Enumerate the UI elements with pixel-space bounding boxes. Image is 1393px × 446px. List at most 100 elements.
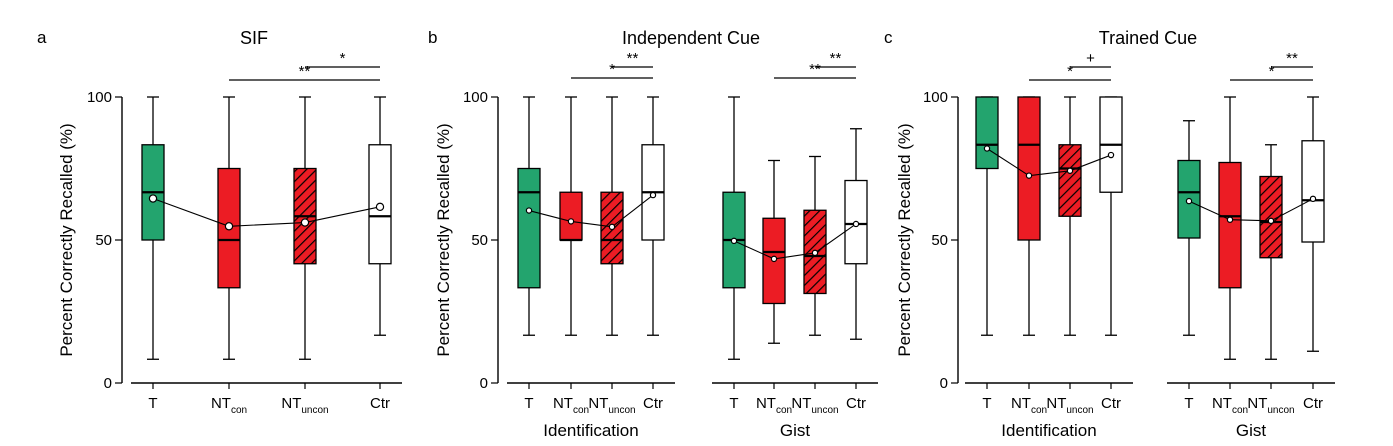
mean-marker: [1309, 195, 1317, 203]
mean-marker: [525, 207, 533, 214]
box-t: T: [141, 96, 165, 412]
box-iqr: [1259, 175, 1283, 259]
box-ntcon: NTcon: [1011, 96, 1047, 416]
panel-title: Trained Cue: [1099, 28, 1197, 48]
x-tick-label-main: NT: [281, 395, 301, 412]
mean-marker: [983, 145, 991, 152]
x-tick-label: NTcon: [553, 395, 589, 416]
x-tick-label-main: NT: [1046, 395, 1066, 412]
x-tick-label: NTcon: [211, 395, 247, 416]
box-group: T NTcon NTuncon Ctr: [131, 96, 402, 416]
y-axis-label: Percent Correctly Recalled (%): [895, 123, 914, 356]
x-tick-label: NTcon: [1212, 395, 1248, 416]
y-tick-label: 50: [471, 232, 488, 249]
significance-bracket: **: [229, 63, 380, 81]
x-tick-label-sub: con: [231, 405, 247, 416]
significance-bracket: **: [815, 50, 856, 68]
x-tick-label-sub: uncon: [608, 405, 635, 416]
x-tick-label-main: T: [729, 395, 738, 412]
x-tick-label-main: T: [148, 395, 157, 412]
significance-bracket: **: [612, 50, 653, 68]
significance-bracket: *: [1029, 63, 1111, 81]
x-tick-label-sub: uncon: [1267, 405, 1294, 416]
panel-b: b Independent Cue 0 50 100 Percent Correctly …: [428, 28, 878, 440]
significance-bracket: *: [305, 50, 380, 68]
mean-line: [733, 223, 857, 260]
x-tick-label-main: T: [982, 395, 991, 412]
box-ctr: Ctr: [1099, 96, 1123, 412]
x-tick-label-sub: uncon: [1066, 405, 1093, 416]
y-tick-label: 50: [95, 232, 112, 249]
box-ntuncon: NTuncon: [281, 96, 329, 416]
mean-marker: [1185, 197, 1193, 205]
significance-bracket: +: [1070, 50, 1111, 68]
box-ntcon: NTcon: [756, 159, 792, 416]
x-tick-label-main: NT: [553, 395, 573, 412]
box-ntuncon: NTuncon: [791, 155, 839, 416]
x-tick-label: Ctr: [846, 395, 866, 412]
box-ctr: Ctr: [844, 128, 868, 412]
significance-bracket: **: [1271, 50, 1313, 68]
x-tick-label-main: T: [1184, 395, 1193, 412]
box-ntuncon: NTuncon: [1046, 96, 1094, 416]
x-tick-label-main: NT: [791, 395, 811, 412]
mean-marker: [567, 218, 575, 225]
x-tick-label-main: Ctr: [1101, 395, 1121, 412]
x-tick-label-main: Ctr: [370, 395, 390, 412]
significance-label: *: [340, 50, 346, 67]
mean-line: [152, 198, 381, 227]
x-tick-label: T: [982, 395, 991, 412]
box-t: T: [1177, 120, 1201, 412]
box-ntcon: NTcon: [1212, 96, 1248, 416]
x-tick-label: Ctr: [643, 395, 663, 412]
x-tick-label-main: T: [524, 395, 533, 412]
x-tick-label-sub: con: [573, 405, 589, 416]
x-tick-label: NTuncon: [1247, 395, 1294, 416]
mean-marker: [770, 255, 778, 263]
box-ctr: Ctr: [641, 96, 665, 412]
x-tick-label: NTuncon: [1046, 395, 1093, 416]
x-tick-label-main: NT: [1011, 395, 1031, 412]
y-tick-label: 50: [931, 232, 948, 249]
box-t: T: [975, 96, 999, 412]
y-axis-label: Percent Correctly Recalled (%): [57, 123, 76, 356]
box-ntuncon: NTuncon: [588, 96, 636, 416]
significance-label: *: [609, 61, 615, 78]
x-tick-label: NTuncon: [281, 395, 328, 416]
significance-bracket: **: [774, 61, 856, 79]
mean-line: [1188, 198, 1314, 222]
mean-marker: [649, 191, 657, 199]
mean-line: [986, 148, 1112, 177]
box-ntcon: NTcon: [211, 96, 247, 416]
x-tick-label-sub: uncon: [811, 405, 838, 416]
y-tick-label: 100: [87, 89, 112, 106]
mean-marker: [375, 202, 385, 212]
x-tick-label-sub: uncon: [301, 405, 328, 416]
significance-label: *: [1269, 63, 1275, 80]
x-tick-label: Ctr: [1303, 395, 1323, 412]
x-tick-label-main: Ctr: [846, 395, 866, 412]
x-tick-label-main: NT: [211, 395, 231, 412]
box-ctr: Ctr: [1301, 96, 1325, 412]
panel-label: b: [428, 28, 437, 47]
mean-marker: [1107, 151, 1115, 159]
x-tick-label-main: Ctr: [1303, 395, 1323, 412]
panel-title: SIF: [240, 28, 268, 48]
mean-marker: [608, 223, 616, 231]
x-tick-label: T: [524, 395, 533, 412]
box-iqr: [975, 96, 999, 170]
mean-marker: [1226, 216, 1234, 223]
x-tick-label-main: NT: [588, 395, 608, 412]
mean-line: [528, 194, 654, 228]
x-tick-label: T: [729, 395, 738, 412]
group-label: Identification: [543, 421, 638, 440]
box-t: T: [722, 96, 746, 412]
significance-bracket: *: [1230, 63, 1313, 81]
mean-marker: [730, 237, 738, 245]
box-iqr: [517, 167, 541, 289]
x-tick-label: T: [148, 395, 157, 412]
significance-label: **: [1286, 50, 1298, 67]
